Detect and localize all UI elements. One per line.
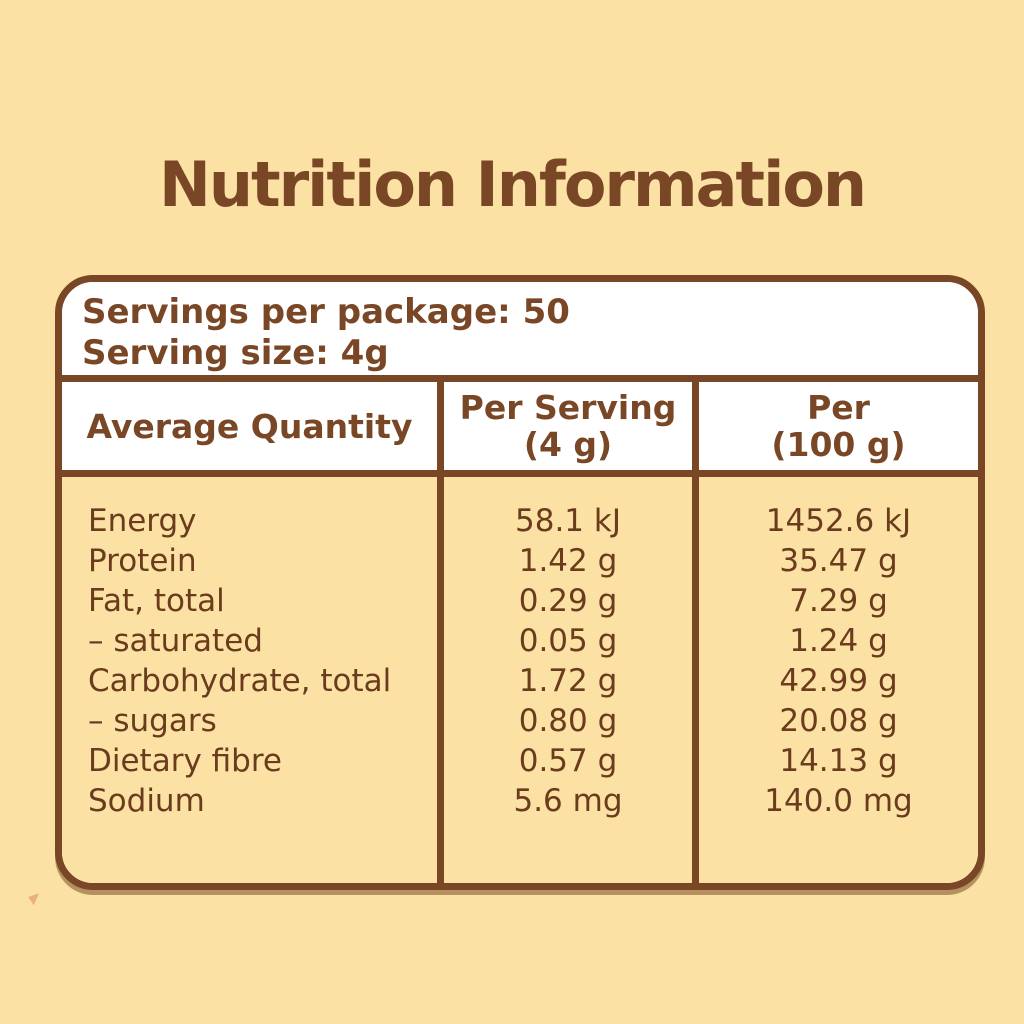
per-serving-values-column: 58.1 kJ 1.42 g 0.29 g 0.05 g 1.72 g 0.80… (437, 477, 692, 883)
cursor-artifact (28, 890, 43, 906)
per-100g-value: 42.99 g (779, 663, 898, 699)
servings-per-package-text: Servings per package: 50 (82, 292, 570, 332)
header-label: Per (807, 388, 870, 427)
nutrient-label: Energy (88, 503, 197, 539)
per-serving-value: 58.1 kJ (515, 503, 621, 539)
per-100g-value: 1452.6 kJ (765, 503, 912, 539)
per-serving-value: 1.72 g (518, 663, 618, 699)
per-100g-value: 14.13 g (779, 743, 898, 779)
header-label: Average Quantity (86, 406, 413, 446)
nutrient-label: – saturated (88, 623, 263, 659)
per-serving-value: 0.29 g (518, 583, 618, 619)
per-serving-value: 0.57 g (518, 743, 618, 779)
per-serving-value: 1.42 g (518, 543, 618, 579)
nutrient-label: Protein (88, 543, 197, 579)
nutrient-label: Dietary fibre (88, 743, 282, 779)
per-100g-values-column: 1452.6 kJ 35.47 g 7.29 g 1.24 g 42.99 g … (692, 477, 978, 883)
column-header-per-100g: Per (100 g) (692, 382, 978, 477)
header-sublabel: (4 g) (523, 425, 613, 464)
per-100g-value: 7.29 g (789, 583, 888, 619)
nutrition-table: Average Quantity Per Serving (4 g) Per (… (62, 382, 978, 883)
per-100g-value: 140.0 mg (764, 783, 913, 819)
nutrient-label: – sugars (88, 703, 217, 739)
header-sublabel: (100 g) (771, 425, 906, 464)
nutrition-label-panel: Servings per package: 50 Serving size: 4… (55, 275, 985, 890)
servings-section: Servings per package: 50 Serving size: 4… (62, 282, 978, 382)
nutrient-label: Fat, total (88, 583, 225, 619)
nutrient-label: Carbohydrate, total (88, 663, 392, 699)
column-header-per-serving: Per Serving (4 g) (437, 382, 692, 477)
per-serving-value: 0.05 g (518, 623, 618, 659)
per-100g-value: 20.08 g (779, 703, 898, 739)
header-label: Per Serving (459, 388, 677, 427)
column-header-average-quantity: Average Quantity (62, 382, 437, 477)
page-title: Nutrition Information (158, 148, 867, 221)
nutrient-labels-column: Energy Protein Fat, total – saturated Ca… (62, 477, 437, 883)
per-100g-value: 1.24 g (789, 623, 888, 659)
nutrient-label: Sodium (88, 783, 205, 819)
serving-size-text: Serving size: 4g (82, 333, 389, 373)
per-serving-value: 0.80 g (518, 703, 618, 739)
per-100g-value: 35.47 g (779, 543, 898, 579)
per-serving-value: 5.6 mg (513, 783, 623, 819)
